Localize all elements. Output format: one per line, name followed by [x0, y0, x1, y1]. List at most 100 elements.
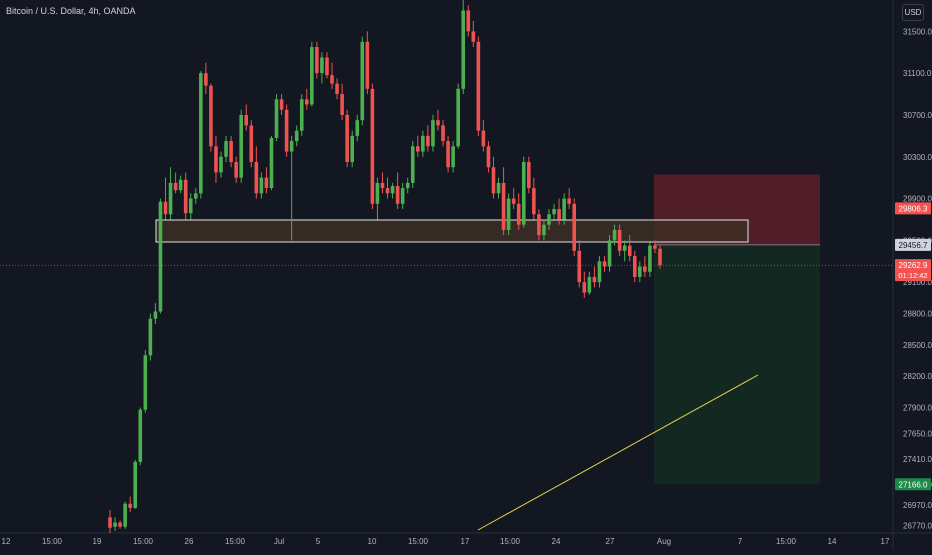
candle-body-down: [284, 109, 289, 152]
candle-body-up: [274, 99, 279, 138]
candle-body-up: [390, 186, 395, 194]
price-tick-label: 29900.0: [903, 195, 932, 204]
candle-body-up: [239, 114, 243, 178]
currency-button[interactable]: USD: [902, 4, 924, 21]
time-tick-label: 7: [738, 537, 743, 546]
price-tick-label: 29100.0: [903, 278, 932, 287]
candle-body-up: [143, 355, 148, 410]
price-tick-label: 27410.0: [903, 455, 932, 464]
candle-body-down: [118, 522, 122, 527]
chart-title: Bitcoin / U.S. Dollar, 4h, OANDA: [6, 6, 136, 16]
candle-body-down: [415, 146, 420, 152]
candle-body-down: [128, 503, 132, 508]
price-tick-label: 31500.0: [903, 27, 932, 36]
candle-body-down: [254, 161, 259, 194]
candle-body-down: [532, 188, 536, 215]
candle-body-down: [325, 57, 329, 76]
overlay-layer: [0, 264, 893, 531]
candle-body-up: [113, 522, 117, 527]
candle-body-up: [269, 137, 274, 189]
time-tick-label: 10: [368, 537, 377, 546]
candle-body-up: [123, 503, 127, 527]
candle-body-up: [405, 182, 410, 189]
candle-body-down: [527, 161, 531, 189]
candle-body-up: [622, 245, 627, 251]
price-tick-label: 28500.0: [903, 341, 932, 350]
candle-body-down: [577, 250, 582, 283]
time-tick-label: 15:00: [776, 537, 797, 546]
time-tick-label: 26: [185, 537, 194, 546]
candle-body-down: [501, 182, 506, 230]
candle-body-down: [204, 73, 208, 86]
candle-body-down: [304, 99, 309, 105]
candle-body-up: [168, 182, 173, 215]
candle-body-up: [375, 182, 380, 204]
candle-body-up: [456, 88, 460, 147]
candle-body-down: [244, 114, 249, 126]
candle-body-down: [163, 201, 168, 215]
candle-body-up: [193, 193, 198, 199]
price-tick-label: 28200.0: [903, 372, 932, 381]
candle-body-up: [648, 245, 652, 272]
time-axis[interactable]: 12 15:00 19 15:00 26 15:00 Jul 5 10 15:00 17 15:00 2…: [2, 537, 890, 546]
price-axis[interactable]: 26770.026970.027166.027410.027650.027900…: [903, 27, 932, 530]
candle-body-down: [572, 203, 577, 251]
time-tick-label: 15:00: [133, 537, 154, 546]
candle-body-up: [133, 461, 138, 508]
candle-body-up: [597, 261, 602, 283]
candle-body-up: [612, 229, 617, 241]
current-price-label-bg: [895, 259, 931, 282]
candle-body-down: [395, 186, 400, 204]
time-tick-label: 12: [2, 537, 11, 546]
candle-body-up: [350, 135, 355, 162]
candle-body-down: [632, 256, 637, 277]
time-tick-label: 15:00: [408, 537, 429, 546]
stop-price-label-bg: [895, 202, 931, 215]
trendline: [477, 374, 759, 531]
price-labels: 29806.3 29456.7 29262.901:12:42 27166.0: [895, 202, 931, 491]
candle-body-up: [562, 198, 566, 220]
candle-body-up: [158, 201, 163, 312]
candle-body-up: [138, 409, 143, 462]
price-tick-label: 31100.0: [903, 69, 932, 78]
target-price-label-bg: [895, 478, 931, 491]
price-tick-label: 26970.0: [903, 501, 932, 510]
candle-body-down: [279, 99, 284, 110]
candle-body-down: [330, 75, 334, 84]
candle-body-down: [380, 182, 385, 189]
candle-body-up: [153, 311, 158, 319]
candle-body-down: [567, 198, 571, 204]
candle-body-down: [249, 125, 254, 162]
candle-body-down: [264, 177, 269, 189]
candle-body-up: [496, 182, 501, 194]
candle-body-down: [516, 203, 521, 225]
candle-body-up: [219, 156, 223, 173]
price-tick-label: 28800.0: [903, 310, 932, 319]
candle-body-down: [183, 179, 188, 214]
candle-body-down: [592, 276, 597, 283]
candle-body-down: [229, 141, 233, 162]
candle-body-up: [224, 141, 228, 157]
candle-body-down: [627, 245, 632, 257]
target-price-label: 27166.0: [899, 480, 928, 489]
candle-body-down: [173, 182, 178, 191]
candle-body-down: [335, 83, 339, 95]
candle-body-up: [547, 214, 551, 225]
time-tick-label: 15:00: [225, 537, 246, 546]
candle-body-up: [294, 130, 299, 142]
price-tick-label: 27650.0: [903, 430, 932, 439]
candle-body-up: [188, 198, 193, 214]
candle-body-up: [638, 266, 642, 277]
time-tick-label: 19: [93, 537, 102, 546]
time-tick-label: 17: [461, 537, 470, 546]
time-tick-label: 27: [606, 537, 615, 546]
candle-body-up: [521, 161, 526, 225]
candle-body-up: [178, 179, 183, 191]
candle-body-up: [148, 318, 153, 356]
candle-body-up: [587, 276, 592, 293]
candle-body-down: [658, 248, 662, 266]
candle-body-down: [234, 161, 238, 178]
